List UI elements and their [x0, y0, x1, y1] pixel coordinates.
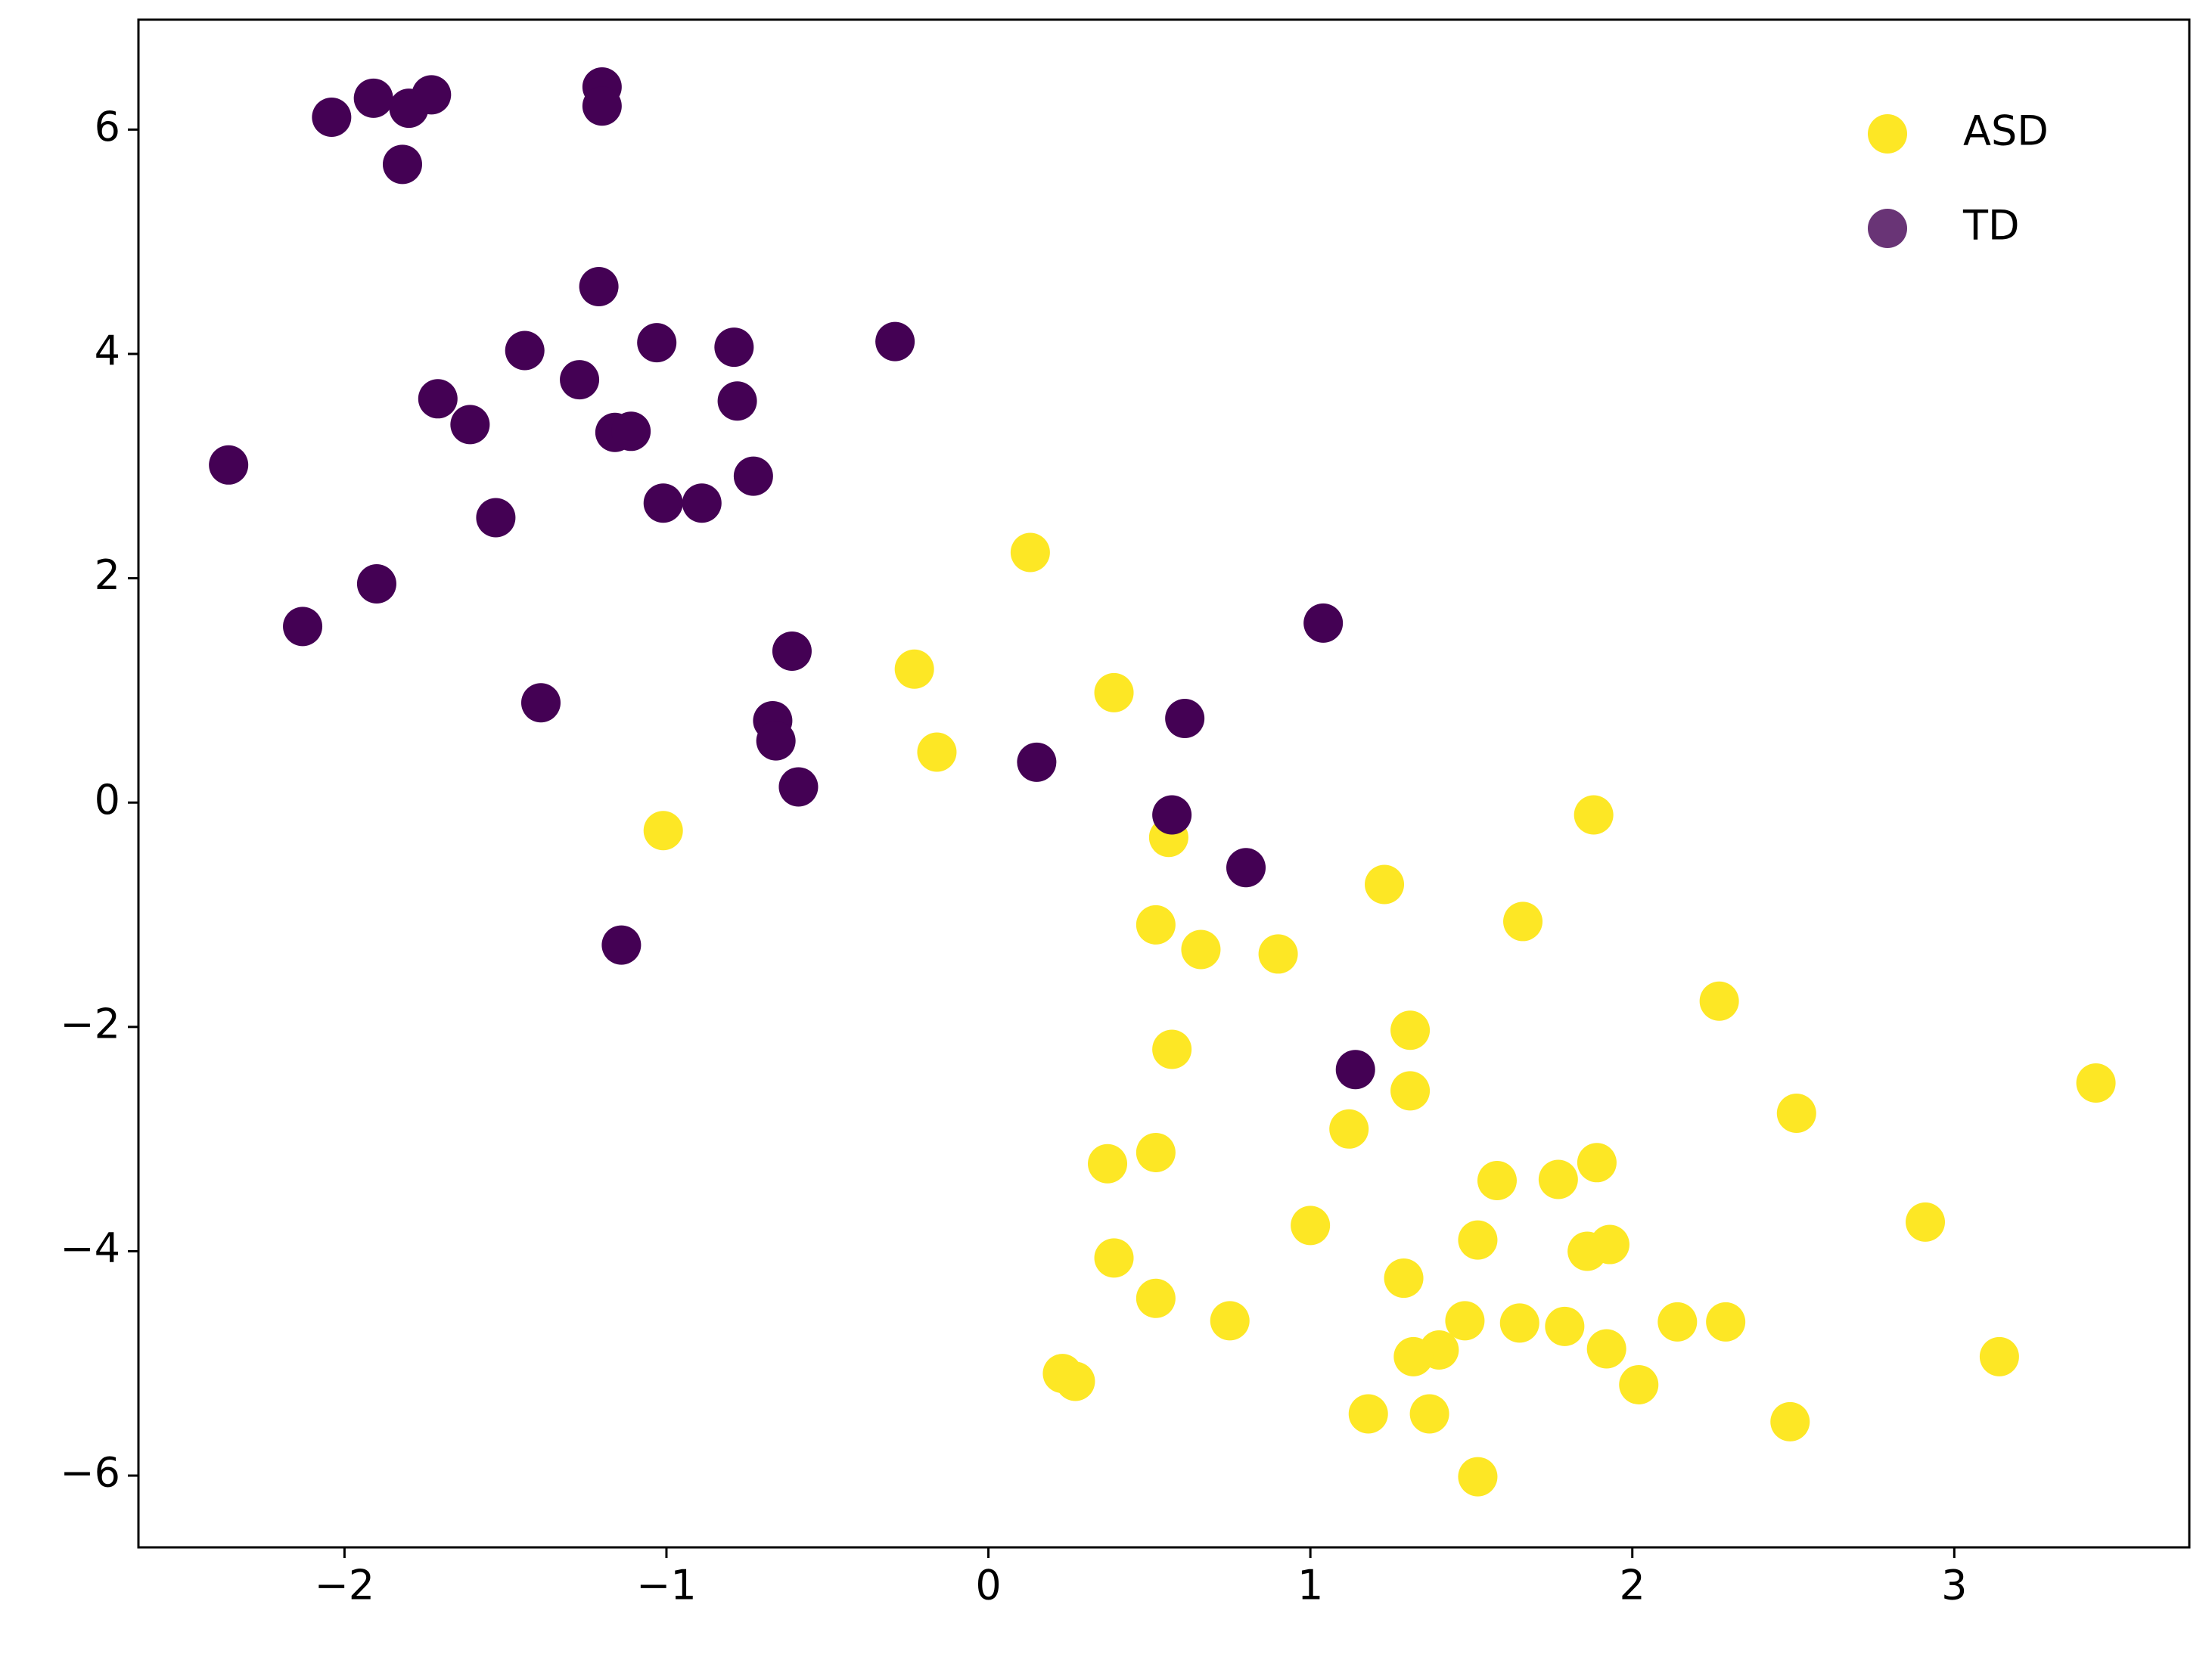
- point: [1589, 1224, 1629, 1265]
- point: [579, 266, 619, 306]
- point: [894, 649, 934, 689]
- point: [1706, 1302, 1746, 1342]
- point: [1136, 1278, 1176, 1318]
- x-tick-label: 3: [1941, 1562, 1967, 1609]
- point: [1979, 1336, 2019, 1376]
- point: [1088, 1144, 1128, 1184]
- point: [418, 379, 458, 419]
- point: [1458, 1457, 1498, 1497]
- point: [582, 86, 622, 126]
- point: [717, 381, 757, 421]
- point: [560, 360, 600, 400]
- point: [1152, 795, 1192, 835]
- point: [1136, 1132, 1176, 1172]
- point: [1136, 905, 1176, 945]
- point: [1390, 1071, 1431, 1111]
- point: [353, 78, 393, 118]
- point: [1393, 1336, 1434, 1376]
- y-tick-label: −2: [60, 1000, 120, 1047]
- point: [2076, 1063, 2116, 1103]
- point: [1348, 1394, 1388, 1434]
- point: [505, 330, 545, 371]
- point: [1503, 901, 1543, 942]
- point: [1586, 1329, 1626, 1369]
- point: [382, 144, 422, 185]
- point: [1335, 1050, 1375, 1090]
- point: [1538, 1159, 1578, 1199]
- point: [1010, 532, 1050, 573]
- point: [283, 607, 323, 647]
- point: [1499, 1303, 1539, 1343]
- point: [778, 767, 819, 807]
- point: [1577, 1143, 1617, 1183]
- point: [356, 564, 396, 604]
- point: [1545, 1306, 1585, 1346]
- point: [1657, 1302, 1698, 1342]
- x-tick-label: −1: [636, 1562, 697, 1609]
- point: [1017, 742, 1057, 782]
- point: [1329, 1109, 1369, 1149]
- point: [1384, 1258, 1424, 1299]
- point: [1906, 1202, 1946, 1242]
- y-tick-label: 6: [95, 103, 120, 151]
- point: [1094, 1238, 1134, 1278]
- point: [1445, 1301, 1485, 1341]
- point: [1776, 1094, 1816, 1134]
- point: [312, 98, 352, 138]
- x-tick-label: 0: [975, 1562, 1001, 1609]
- point: [450, 405, 490, 445]
- legend-marker: [1868, 114, 1907, 154]
- y-tick-label: −4: [60, 1224, 120, 1272]
- point: [1365, 864, 1405, 905]
- legend-label: ASD: [1963, 107, 2049, 155]
- point: [1770, 1401, 1810, 1441]
- y-tick-label: 0: [95, 776, 120, 824]
- point: [637, 323, 677, 363]
- point: [714, 327, 754, 368]
- point: [917, 732, 957, 772]
- point: [643, 483, 683, 523]
- point: [772, 631, 812, 671]
- point: [1409, 1394, 1449, 1434]
- point: [1303, 603, 1344, 643]
- x-tick-label: −2: [315, 1562, 375, 1609]
- point: [611, 411, 651, 452]
- y-tick-label: −6: [60, 1449, 120, 1497]
- point: [1699, 981, 1739, 1021]
- point: [1165, 698, 1205, 738]
- y-tick-label: 2: [95, 551, 120, 599]
- point: [875, 321, 915, 362]
- point: [1210, 1301, 1250, 1341]
- point: [1291, 1206, 1331, 1246]
- point: [756, 721, 796, 761]
- point: [1458, 1220, 1498, 1260]
- point: [209, 445, 249, 485]
- point: [1390, 1010, 1431, 1050]
- point: [476, 498, 516, 538]
- point: [643, 811, 683, 851]
- point: [1152, 1029, 1192, 1069]
- x-tick-label: 1: [1297, 1562, 1323, 1609]
- point: [1181, 929, 1221, 970]
- point: [1226, 848, 1266, 888]
- point: [601, 925, 642, 965]
- point: [1619, 1364, 1659, 1404]
- point: [1477, 1161, 1517, 1201]
- legend-marker: [1868, 209, 1907, 248]
- point: [1094, 672, 1134, 712]
- point: [733, 456, 773, 496]
- point: [1055, 1361, 1095, 1401]
- point: [1574, 795, 1614, 835]
- y-tick-label: 4: [95, 327, 120, 375]
- plot-frame: [137, 18, 2191, 1549]
- point: [412, 75, 452, 115]
- point: [682, 483, 722, 523]
- point: [520, 683, 561, 723]
- point: [1258, 934, 1298, 974]
- legend-label: TD: [1962, 202, 2020, 250]
- x-tick-label: 2: [1620, 1562, 1645, 1609]
